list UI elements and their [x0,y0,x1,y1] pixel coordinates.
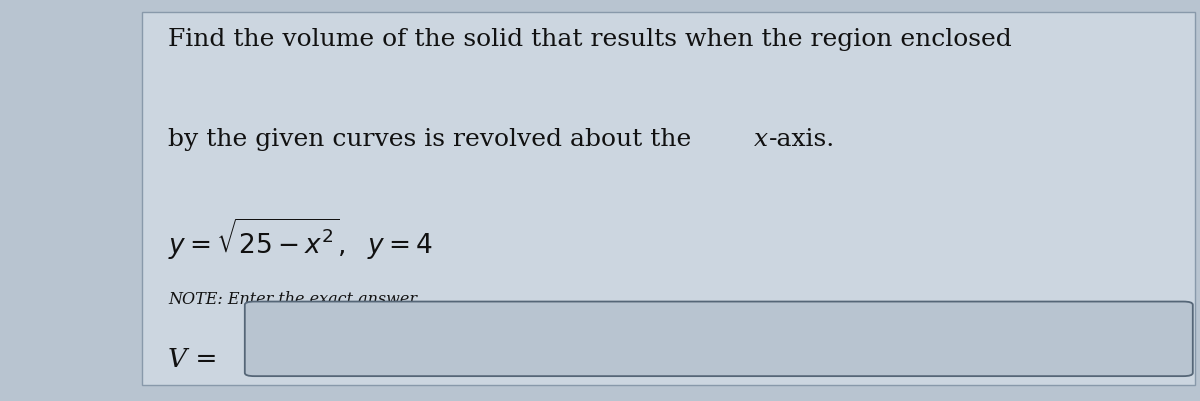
FancyBboxPatch shape [245,302,1193,376]
Text: $y = \sqrt{25 - x^2},\ \ y = 4$: $y = \sqrt{25 - x^2},\ \ y = 4$ [168,217,433,262]
Text: by the given curves is revolved about the: by the given curves is revolved about th… [168,128,700,151]
FancyBboxPatch shape [142,12,1195,385]
Text: NOTE: Enter the exact answer.: NOTE: Enter the exact answer. [168,291,420,308]
Text: -axis.: -axis. [769,128,835,151]
Text: Find the volume of the solid that results when the region enclosed: Find the volume of the solid that result… [168,28,1012,51]
Text: x: x [754,128,768,151]
Text: V =: V = [168,347,217,372]
